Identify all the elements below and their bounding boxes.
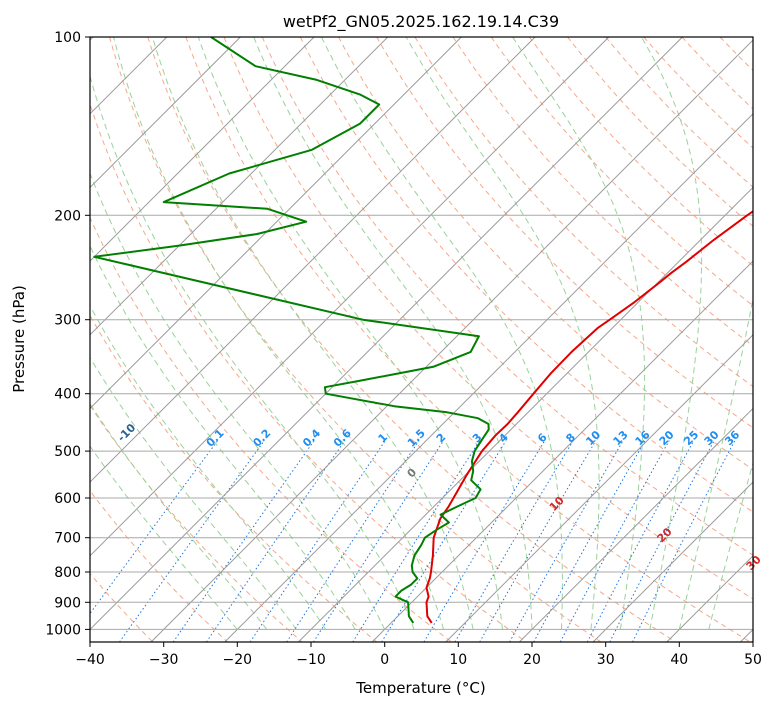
dewpoint-profile-line [93,37,490,624]
x-tick-label: 50 [744,652,762,668]
y-tick-label: 700 [54,531,81,547]
dry-adiabat [223,37,753,600]
isotherm-line [224,113,753,642]
moist-adiabat [113,37,445,630]
dry-adiabat [452,37,753,347]
moist-adiabat [90,172,386,630]
y-tick-label: 400 [54,387,81,403]
isotherm-line [90,37,610,557]
dry-adiabat [605,37,753,188]
moist-adiabat [90,304,327,630]
mixing-ratio-line [509,440,624,642]
dry-adiabat [185,37,751,642]
temperature-profile-line [425,210,753,624]
x-tick-label: −20 [223,652,253,668]
isotherm-line [371,260,753,642]
mixing-ratio-line [90,440,219,615]
moist-adiabat [151,37,474,630]
y-tick-label: 500 [54,444,81,460]
moist-adiabat [405,37,600,630]
mixing-ratio-line [559,440,670,642]
moist-adiabat [512,37,646,630]
x-tick-label: 20 [523,652,541,668]
tick-layer: −40 −30 −20 −10 0 10 20 30 40 50 100 200 300 400 500 60… [45,30,762,668]
moist-adiabat [90,402,268,630]
mixing-ratio-line [172,440,315,642]
y-tick-label: 800 [54,565,81,581]
dry-adiabat [376,37,753,429]
moist-adiabat [678,296,753,630]
isotherm-line [90,37,389,336]
moist-adiabat [321,37,563,630]
x-axis-label: Temperature (°C) [355,679,485,697]
dry-adiabat [90,404,303,642]
x-tick-label: 0 [380,652,389,668]
isotherm-line [90,37,315,262]
isotherm-line [90,37,536,483]
isotherm-line [592,481,753,642]
mixing-ratio-line [454,440,574,642]
mixing-ratio-line [479,440,597,642]
y-axis-label: Pressure (hPa) [10,285,28,393]
dry-adiabat [490,37,753,307]
x-tick-label: −40 [75,652,105,668]
isotherm-line [519,407,753,642]
y-tick-label: 600 [54,491,81,507]
mixing-ratio-line [352,440,481,642]
dry-adiabat [90,102,527,642]
moist-adiabat [253,37,533,630]
mixing-ratio-line [533,440,646,642]
x-tick-label: 10 [449,652,467,668]
dry-adiabat [299,37,753,513]
dry-adiabat [147,37,676,642]
mixing-ratio-line [423,440,546,642]
isotherm-line [150,39,753,642]
mixing-ratio-line [632,440,736,642]
moist-adiabat [708,461,753,630]
plot-frame [89,36,754,643]
y-tick-label: 1000 [45,622,81,638]
y-tick-label: 200 [54,208,81,224]
x-tick-label: −30 [149,652,179,668]
moist-adiabat [90,244,356,630]
isotherm-line [445,334,753,642]
moist-adiabat [197,37,503,630]
plot-background [90,37,753,642]
isotherm-line [298,186,753,642]
isotherm-line [90,37,241,189]
y-tick-label: 100 [54,30,81,46]
chart-title: wetPf2_GN05.2025.162.19.14.C39 [283,12,559,32]
data-layer [93,37,753,624]
moist-adiabat [90,356,297,630]
x-tick-label: −10 [296,652,326,668]
y-tick-label: 900 [54,595,81,611]
isotherm-line [90,37,462,410]
mixing-ratio-line [119,440,265,642]
moist-adiabat [641,37,703,630]
grid-layer [90,37,753,642]
y-tick-label: 300 [54,313,81,329]
x-tick-label: 40 [670,652,688,668]
moist-adiabat [90,445,238,630]
mixing-ratio-line [249,440,386,642]
mixing-ratio-line [313,440,445,642]
moist-adiabat [90,74,415,630]
x-tick-label: 30 [597,652,615,668]
mixing-ratio-line [286,440,420,642]
isotherm-line [90,37,683,631]
